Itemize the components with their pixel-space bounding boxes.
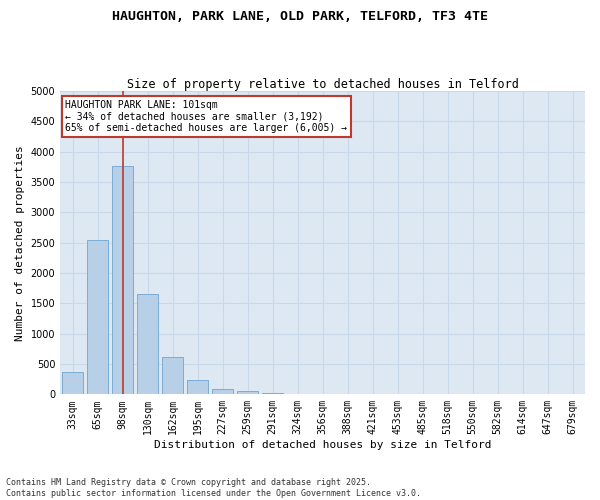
Bar [212,388,233,394]
Bar [262,392,283,394]
Bar [112,166,133,394]
Bar [237,392,258,394]
Title: Size of property relative to detached houses in Telford: Size of property relative to detached ho… [127,78,518,91]
Text: Contains HM Land Registry data © Crown copyright and database right 2025.
Contai: Contains HM Land Registry data © Crown c… [6,478,421,498]
Y-axis label: Number of detached properties: Number of detached properties [15,145,25,340]
X-axis label: Distribution of detached houses by size in Telford: Distribution of detached houses by size … [154,440,491,450]
Bar [87,240,108,394]
Bar [137,294,158,394]
Bar [62,372,83,394]
Bar [187,380,208,394]
Text: HAUGHTON PARK LANE: 101sqm
← 34% of detached houses are smaller (3,192)
65% of s: HAUGHTON PARK LANE: 101sqm ← 34% of deta… [65,100,347,134]
Text: HAUGHTON, PARK LANE, OLD PARK, TELFORD, TF3 4TE: HAUGHTON, PARK LANE, OLD PARK, TELFORD, … [112,10,488,23]
Bar [162,356,183,395]
